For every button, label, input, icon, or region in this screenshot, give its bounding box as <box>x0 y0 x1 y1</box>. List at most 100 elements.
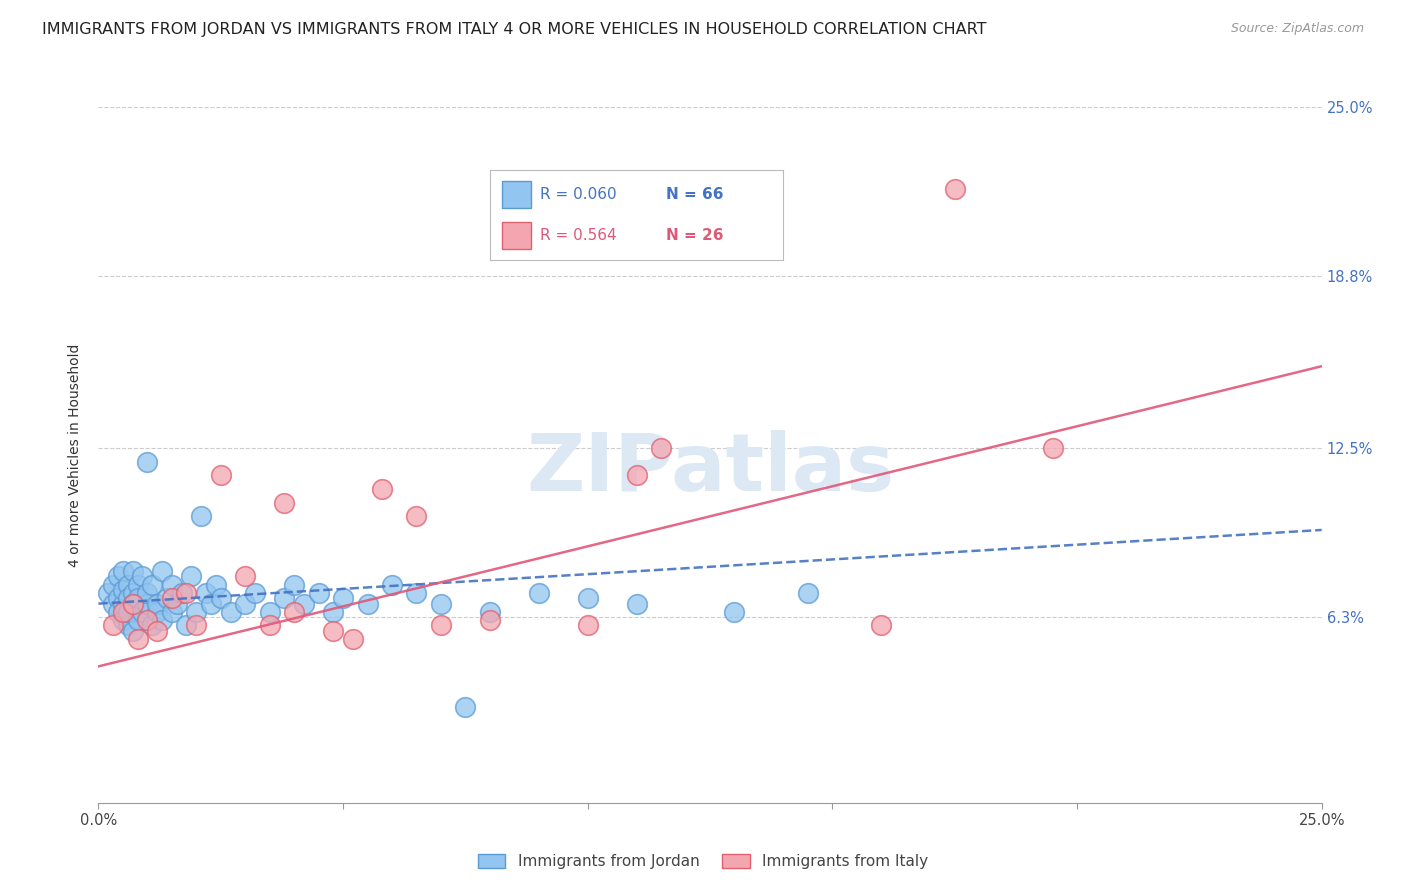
Point <box>478 613 501 627</box>
Point <box>166 597 188 611</box>
Point <box>478 605 501 619</box>
Point <box>332 591 354 606</box>
Point <box>527 585 550 599</box>
Point <box>180 569 202 583</box>
Point <box>797 585 820 599</box>
Point <box>146 597 169 611</box>
Point <box>136 455 159 469</box>
Point <box>127 613 149 627</box>
Point <box>156 591 179 606</box>
Point <box>209 591 232 606</box>
Point <box>273 496 295 510</box>
Point <box>117 591 139 606</box>
Point <box>121 624 143 638</box>
Text: ZIPatlas: ZIPatlas <box>526 430 894 508</box>
Point <box>160 577 183 591</box>
Point <box>107 591 129 606</box>
Point <box>650 441 672 455</box>
Point <box>101 597 124 611</box>
Point <box>322 605 344 619</box>
Legend: Immigrants from Jordan, Immigrants from Italy: Immigrants from Jordan, Immigrants from … <box>472 848 934 875</box>
Point <box>186 618 208 632</box>
Point <box>121 585 143 599</box>
Point <box>111 597 134 611</box>
Point <box>97 585 120 599</box>
Y-axis label: 4 or more Vehicles in Household: 4 or more Vehicles in Household <box>69 343 83 566</box>
Point <box>160 605 183 619</box>
Point <box>233 569 256 583</box>
Point <box>101 577 124 591</box>
Point <box>111 564 134 578</box>
Point <box>259 605 281 619</box>
Point <box>176 585 198 599</box>
Point <box>943 182 966 196</box>
Point <box>233 597 256 611</box>
Point <box>273 591 295 606</box>
Point <box>107 569 129 583</box>
Point <box>141 577 163 591</box>
Point <box>626 468 648 483</box>
Point <box>150 564 173 578</box>
Point <box>111 582 134 597</box>
Text: Source: ZipAtlas.com: Source: ZipAtlas.com <box>1230 22 1364 36</box>
Point <box>723 605 745 619</box>
Point <box>136 585 159 599</box>
Point <box>170 585 193 599</box>
Point <box>176 618 198 632</box>
Point <box>131 569 153 583</box>
Point <box>342 632 364 646</box>
Text: R = 0.564: R = 0.564 <box>540 228 616 244</box>
Point <box>136 613 159 627</box>
Point <box>322 624 344 638</box>
FancyBboxPatch shape <box>502 222 531 249</box>
Point <box>127 577 149 591</box>
Point <box>454 700 477 714</box>
Point <box>131 605 153 619</box>
Point <box>430 618 453 632</box>
Point <box>186 605 208 619</box>
Point <box>111 605 134 619</box>
Point <box>160 591 183 606</box>
Point <box>117 577 139 591</box>
Point <box>308 585 330 599</box>
Text: N = 26: N = 26 <box>666 228 724 244</box>
Point <box>111 613 134 627</box>
Text: N = 66: N = 66 <box>666 186 724 202</box>
Point <box>141 618 163 632</box>
Point <box>121 597 143 611</box>
Point <box>127 591 149 606</box>
Point <box>405 585 427 599</box>
Point <box>283 605 305 619</box>
Point <box>107 605 129 619</box>
Point <box>356 597 378 611</box>
Point <box>259 618 281 632</box>
Point <box>381 577 404 591</box>
Point <box>127 632 149 646</box>
Point <box>146 605 169 619</box>
Point <box>283 577 305 591</box>
Point <box>576 618 599 632</box>
Point <box>117 618 139 632</box>
Point <box>146 624 169 638</box>
Point <box>209 468 232 483</box>
Point <box>870 618 893 632</box>
Point <box>190 509 212 524</box>
Point <box>430 597 453 611</box>
Point <box>626 597 648 611</box>
Point <box>371 482 394 496</box>
Point <box>405 509 427 524</box>
Point <box>243 585 266 599</box>
Point <box>576 591 599 606</box>
Point <box>219 605 242 619</box>
Text: R = 0.060: R = 0.060 <box>540 186 616 202</box>
Point <box>121 597 143 611</box>
Point <box>117 605 139 619</box>
Point <box>101 618 124 632</box>
Point <box>150 613 173 627</box>
Point <box>1042 441 1064 455</box>
Text: IMMIGRANTS FROM JORDAN VS IMMIGRANTS FROM ITALY 4 OR MORE VEHICLES IN HOUSEHOLD : IMMIGRANTS FROM JORDAN VS IMMIGRANTS FRO… <box>42 22 987 37</box>
Point <box>121 564 143 578</box>
Point <box>205 577 228 591</box>
Point <box>292 597 315 611</box>
Point <box>200 597 222 611</box>
